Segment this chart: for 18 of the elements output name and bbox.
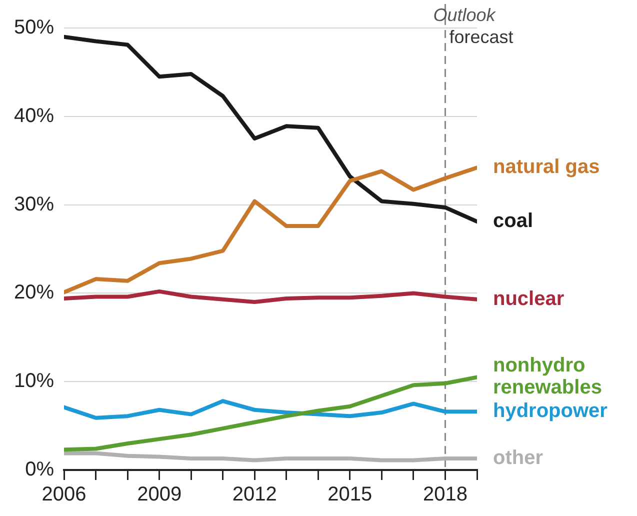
series-label: nonhydro renewables xyxy=(493,354,602,399)
series-label: hydropower xyxy=(493,400,608,422)
y-tick-label: 20% xyxy=(14,282,54,304)
x-tick-label: 2006 xyxy=(42,484,86,506)
y-tick-label: 30% xyxy=(14,193,54,216)
y-tick-label: 50% xyxy=(14,16,54,39)
x-tick-label: 2009 xyxy=(137,484,182,506)
y-tick-label: 10% xyxy=(14,370,54,392)
y-tick-label: 0% xyxy=(25,458,54,481)
x-tick-label: 2012 xyxy=(232,484,277,506)
series-label: coal xyxy=(493,210,534,232)
series-label: natural gas xyxy=(493,156,600,178)
series-label: nuclear xyxy=(493,288,564,310)
y-tick-label: 40% xyxy=(14,104,54,127)
x-tick-label: 2015 xyxy=(328,484,372,506)
ref-line-label: Outlook forecast xyxy=(433,5,514,47)
series-label: other xyxy=(493,447,544,470)
x-tick-label: 2018 xyxy=(422,484,468,506)
